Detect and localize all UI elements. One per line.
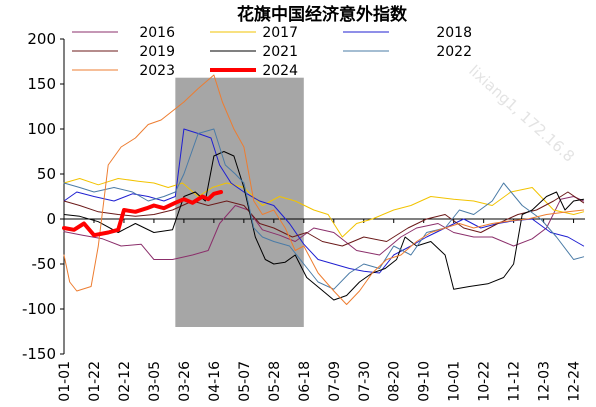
y-tick-label: 50 (37, 165, 56, 183)
y-tick-label: -150 (22, 345, 56, 363)
legend-label-2019: 2019 (139, 44, 175, 60)
x-tick-label: 10-22 (477, 361, 493, 402)
x-tick-label: 04-16 (207, 361, 223, 402)
y-tick-label: 200 (27, 30, 56, 48)
chart-title: 花旗中国经济意外指数 (237, 4, 408, 25)
legend-label-2017: 2017 (262, 25, 298, 41)
series-line-2017 (63, 178, 585, 238)
x-tick-label: 09-10 (417, 361, 433, 402)
watermark: lixiang1, 172.16.8 (465, 62, 578, 166)
legend: 2016 2017 2018 2019 2021 2022 2023 2024 (72, 25, 472, 79)
y-tick-label: 100 (27, 120, 56, 138)
legend-label-2024: 2024 (262, 63, 298, 79)
legend-label-2018: 2018 (436, 25, 472, 41)
legend-label-2022: 2022 (436, 44, 472, 60)
x-tick-label: 12-03 (537, 361, 553, 402)
x-tick-label: 03-05 (147, 361, 163, 402)
y-tick-label: -50 (32, 255, 57, 273)
legend-label-2016: 2016 (139, 25, 175, 41)
x-tick-label: 06-18 (297, 361, 313, 402)
x-tick-label: 10-01 (447, 361, 463, 402)
x-tick-label: 07-09 (327, 361, 343, 402)
x-tick-label: 05-28 (267, 361, 283, 402)
x-tick-label: 01-01 (57, 361, 73, 402)
legend-label-2023: 2023 (139, 63, 175, 79)
x-tick-label: 03-26 (177, 361, 193, 402)
series-line-2024 (62, 190, 223, 238)
x-tick-label: 05-07 (237, 361, 253, 402)
x-tick-label: 08-20 (387, 361, 403, 402)
series-line-2021 (63, 151, 585, 301)
x-tick-label: 07-30 (357, 361, 373, 402)
y-tick-label: 0 (46, 210, 56, 228)
series-line-2016 (63, 196, 585, 260)
legend-label-2021: 2021 (262, 44, 298, 60)
series-line-2023 (63, 74, 585, 305)
x-tick-label: 01-22 (87, 361, 103, 402)
x-tick-label: 11-12 (507, 361, 523, 402)
x-tick-label: 12-24 (567, 361, 583, 402)
series-line-2022 (63, 128, 585, 290)
series-layer (62, 74, 585, 305)
series-line-2018 (63, 128, 585, 274)
y-tick-label: 150 (27, 75, 56, 93)
x-tick-label: 02-12 (117, 361, 133, 402)
y-tick-label: -100 (22, 300, 56, 318)
